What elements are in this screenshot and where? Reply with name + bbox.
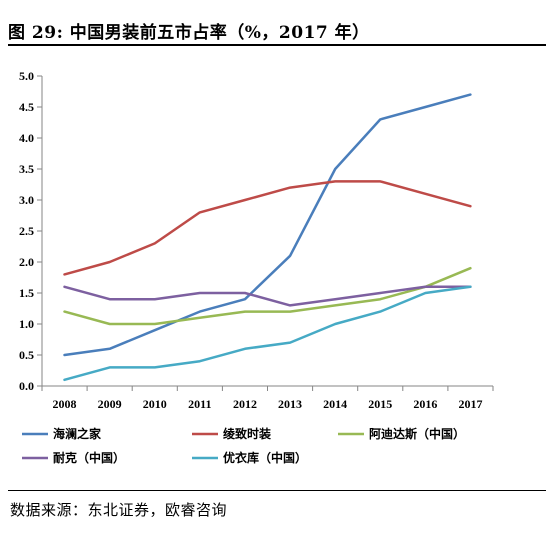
series-line bbox=[63, 93, 472, 357]
x-tick-label: 2016 bbox=[413, 397, 437, 411]
y-tick-label: 5.0 bbox=[19, 69, 34, 83]
y-tick-label: 1.5 bbox=[19, 286, 34, 300]
y-tick-label: 3.0 bbox=[19, 193, 34, 207]
legend-item: 海澜之家 bbox=[22, 426, 102, 441]
chart-axes: 0.0 0.5 1.0 1.5 2.0 2.5 3.0 3.5 4.0 4.5 5.0 2008 200… bbox=[19, 69, 494, 411]
y-tick-label: 2.5 bbox=[19, 224, 34, 238]
legend-label: 阿迪达斯（中国） bbox=[369, 426, 465, 441]
y-tick-label: 0.5 bbox=[19, 348, 34, 362]
legend-label: 绫致时装 bbox=[223, 426, 271, 441]
legend-item: 绫致时装 bbox=[192, 426, 271, 441]
y-tick-label: 4.5 bbox=[19, 100, 34, 114]
y-tick-label: 0.0 bbox=[19, 379, 34, 393]
x-tick-label: 2011 bbox=[188, 397, 211, 411]
x-tick-label: 2009 bbox=[98, 397, 122, 411]
legend-label: 耐克（中国） bbox=[53, 450, 125, 465]
x-tick-label: 2012 bbox=[233, 397, 257, 411]
source-note: 数据来源：东北证券，欧睿咨询 bbox=[10, 501, 228, 519]
chart-series bbox=[63, 93, 472, 382]
x-tick-label: 2010 bbox=[143, 397, 167, 411]
x-tick-label: 2017 bbox=[458, 397, 482, 411]
y-tick-label: 4.0 bbox=[19, 131, 34, 145]
source-rule bbox=[8, 490, 546, 491]
y-tick-label: 1.0 bbox=[19, 317, 34, 331]
figure-title: 图 29: 中国男装前五市占率（%，2017 年） bbox=[8, 23, 370, 43]
legend-label: 优衣库（中国） bbox=[223, 450, 307, 465]
legend-item: 耐克（中国） bbox=[22, 450, 125, 465]
x-tick-label: 2013 bbox=[278, 397, 302, 411]
y-tick-label: 2.0 bbox=[19, 255, 34, 269]
x-tick-label: 2014 bbox=[323, 397, 347, 411]
series-line bbox=[63, 285, 472, 307]
line-chart: 0.0 0.5 1.0 1.5 2.0 2.5 3.0 3.5 4.0 4.5 5.0 2008 200… bbox=[19, 69, 494, 465]
legend-item: 阿迪达斯（中国） bbox=[338, 426, 465, 441]
legend-item: 优衣库（中国） bbox=[192, 450, 307, 465]
legend-label: 海澜之家 bbox=[53, 426, 102, 441]
series-line bbox=[63, 266, 472, 326]
series-line bbox=[63, 285, 472, 382]
title-rule bbox=[8, 44, 546, 46]
x-tick-label: 2015 bbox=[368, 397, 392, 411]
chart-legend: 海澜之家 绫致时装 阿迪达斯（中国） 耐克（中国） 优衣库（中国） bbox=[22, 426, 465, 465]
series-line bbox=[63, 180, 472, 276]
x-tick-label: 2008 bbox=[53, 397, 77, 411]
y-tick-label: 3.5 bbox=[19, 162, 34, 176]
